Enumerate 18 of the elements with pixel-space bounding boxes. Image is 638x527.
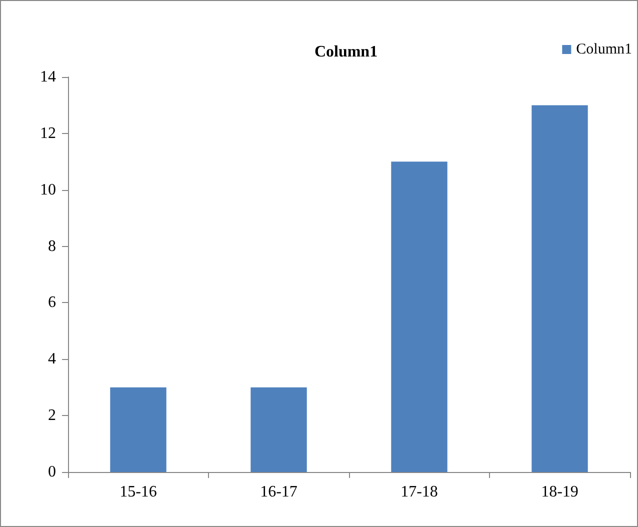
y-tick-label: 10 <box>40 181 56 198</box>
y-tick-label: 8 <box>48 238 56 255</box>
legend-label: Column1 <box>576 42 632 58</box>
x-tick-label: 18-19 <box>541 484 578 500</box>
bar <box>250 387 307 472</box>
y-tick-label: 12 <box>40 124 56 142</box>
bar <box>110 387 166 472</box>
x-tick-label: 17-18 <box>400 484 438 500</box>
y-tick-label: 0 <box>48 464 56 480</box>
y-tick-label: 14 <box>40 68 56 86</box>
x-tick-label: 16-17 <box>260 484 298 500</box>
bar <box>391 162 448 472</box>
y-tick-label: 4 <box>48 350 56 368</box>
chart-title: Column1 <box>314 44 378 60</box>
x-tick-label: 15-16 <box>120 484 157 500</box>
bar <box>532 105 588 472</box>
y-tick-label: 6 <box>48 294 56 312</box>
y-tick-label: 2 <box>48 407 56 424</box>
